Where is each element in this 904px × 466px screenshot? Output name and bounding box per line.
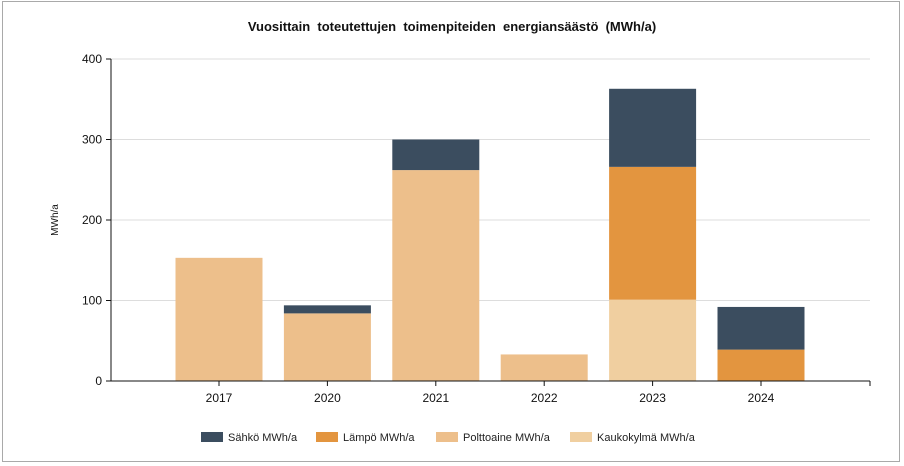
y-axis-label: MWh/a xyxy=(50,204,61,236)
bar-segment xyxy=(609,166,697,300)
chart-title: Vuosittain toteutettujen toimenpiteiden … xyxy=(248,19,656,34)
bar-segment xyxy=(283,305,371,314)
legend-swatch xyxy=(316,432,338,442)
bar-segment xyxy=(717,349,805,381)
bars xyxy=(175,88,805,381)
legend-label: Lämpö MWh/a xyxy=(343,432,415,444)
x-tick-label: 2024 xyxy=(748,391,775,405)
bar-segment xyxy=(717,306,805,350)
legend-swatch xyxy=(570,432,592,442)
x-tick-label: 2022 xyxy=(531,391,558,405)
x-tick-labels: 2017 2020 2021 2022 2023 2024 xyxy=(206,381,775,405)
y-tick-label: 400 xyxy=(82,52,102,66)
x-tick-label: 2023 xyxy=(639,391,666,405)
bar-segment xyxy=(175,257,263,381)
legend-label: Kaukokylmä MWh/a xyxy=(597,432,696,444)
y-tick-label: 0 xyxy=(95,374,102,388)
bar-segment xyxy=(609,88,697,167)
bar-segment xyxy=(500,354,588,381)
x-tick-label: 2020 xyxy=(314,391,341,405)
legend-swatch xyxy=(436,432,458,442)
y-tick-label: 300 xyxy=(82,133,102,147)
x-tick-label: 2021 xyxy=(422,391,449,405)
x-tick-label: 2017 xyxy=(206,391,233,405)
legend-label: Sähkö MWh/a xyxy=(228,432,298,444)
legend-swatch xyxy=(201,432,223,442)
y-tick-label: 200 xyxy=(82,213,102,227)
bar-segment xyxy=(392,139,480,171)
y-tick-label: 100 xyxy=(82,294,102,308)
bar-segment xyxy=(392,170,480,381)
bar-segment xyxy=(283,313,371,381)
y-tick-labels: 0 100 200 300 400 xyxy=(82,52,111,388)
bar-segment xyxy=(609,299,697,381)
legend: Sähkö MWh/a Lämpö MWh/a Polttoaine MWh/a Ka… xyxy=(201,432,696,444)
legend-label: Polttoaine MWh/a xyxy=(463,432,551,444)
